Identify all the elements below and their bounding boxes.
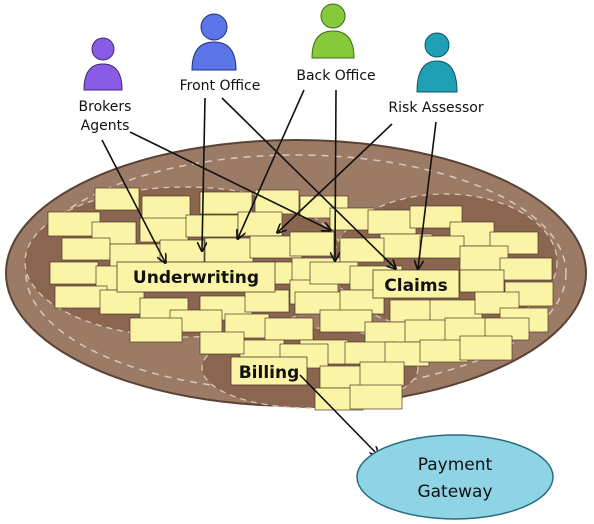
sticky-note: [61, 237, 111, 261]
person-body: [191, 41, 237, 71]
actor-brokers: Brokers Agents: [79, 37, 132, 134]
sticky-note: [99, 289, 145, 315]
arrow-brokers-underwriting: [101, 139, 165, 262]
actor-front-office: Front Office: [180, 13, 261, 94]
underwriting-label: Underwriting: [133, 268, 259, 288]
sticky-note: [254, 189, 300, 215]
arrow-billing-gateway: [299, 374, 378, 455]
arrow-risk-underwriting: [278, 123, 393, 232]
actor-label: Risk Assessor: [388, 100, 483, 116]
arrow-front-underwriting: [202, 97, 205, 250]
payment-gateway-shape: [356, 434, 554, 520]
sticky-note: [459, 335, 513, 361]
actor-label: Back Office: [296, 68, 375, 84]
sticky-note: [419, 235, 465, 259]
sticky-note: [264, 317, 314, 341]
sticky-note: [129, 317, 183, 343]
claims-sticky: [372, 269, 460, 299]
person-icon: [320, 3, 346, 29]
billing-label: Billing: [239, 363, 300, 383]
relationship-arrows: [101, 89, 437, 455]
sticky-note: [367, 209, 417, 235]
arrow-risk-claims: [418, 121, 437, 268]
arrow-back-claims: [335, 89, 336, 260]
sticky-note: [499, 257, 553, 281]
sticky-note: [319, 309, 373, 333]
actor-back-office: Back Office: [296, 3, 376, 84]
sticky-note: [139, 217, 189, 243]
sticky-notes: [47, 187, 554, 411]
sticky-note: [199, 331, 245, 355]
sticky-note: [244, 289, 290, 313]
payment-gateway-label-line1: Payment: [418, 455, 493, 475]
sticky-note: [185, 214, 239, 238]
billing-sticky: [230, 356, 308, 386]
actor-risk-assessor: Risk Assessor: [388, 32, 484, 116]
person-body: [83, 63, 123, 91]
sticky-note: [54, 285, 108, 309]
person-icon: [424, 32, 450, 58]
claims-label: Claims: [384, 276, 447, 296]
sticky-note: [49, 261, 99, 285]
sticky-note: [94, 187, 140, 211]
actor-label: Front Office: [180, 78, 261, 94]
person-body: [311, 30, 355, 59]
sticky-note: [159, 239, 205, 263]
sticky-note: [141, 195, 191, 221]
sticky-note: [204, 237, 254, 263]
underwriting-sticky: [116, 261, 276, 293]
actor-label-line2: Agents: [81, 118, 130, 134]
sticky-note: [459, 269, 505, 293]
sticky-note: [289, 231, 335, 257]
payment-gateway: Payment Gateway: [356, 434, 554, 520]
person-body: [416, 60, 458, 93]
arrow-front-claims: [221, 97, 395, 268]
sticky-note: [339, 237, 385, 263]
person-icon: [91, 37, 115, 61]
actor-label-line1: Brokers: [79, 99, 132, 115]
sticky-note: [349, 384, 403, 410]
sticky-note: [199, 191, 253, 215]
person-icon: [200, 13, 228, 41]
sticky-note: [359, 361, 405, 387]
payment-gateway-label-line2: Gateway: [417, 482, 492, 502]
arrow-back-underwriting: [238, 89, 305, 238]
